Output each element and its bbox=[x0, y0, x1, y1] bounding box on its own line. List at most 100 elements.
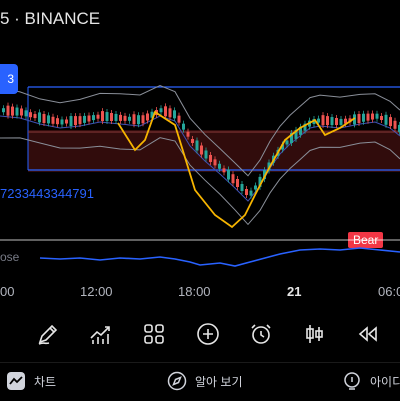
candle-body bbox=[2, 108, 5, 113]
candle-body bbox=[159, 108, 163, 113]
candle-body bbox=[258, 176, 262, 187]
bollinger-lower bbox=[0, 137, 400, 226]
candle-body bbox=[101, 111, 104, 122]
candle-body bbox=[150, 111, 154, 118]
candle-body bbox=[326, 116, 329, 126]
chart-layers bbox=[0, 85, 400, 229]
candle-body bbox=[339, 118, 343, 125]
candle-body bbox=[15, 107, 19, 116]
candle-body bbox=[317, 118, 320, 123]
indicator-id-label: 7233443344791 bbox=[0, 186, 94, 201]
candle-body bbox=[204, 150, 208, 159]
candle-body bbox=[168, 108, 172, 118]
nav-ideas-label: 아이디 bbox=[370, 374, 400, 389]
candle-body bbox=[74, 116, 77, 126]
bottom-navigation: 차트 알아 보기 아이디 bbox=[0, 362, 400, 401]
price-flag: 3 bbox=[0, 64, 18, 94]
candle-body bbox=[128, 116, 131, 121]
bollinger-upper bbox=[0, 85, 400, 177]
candle-body bbox=[245, 189, 248, 195]
candle-body bbox=[263, 170, 266, 180]
candle-body bbox=[231, 174, 235, 184]
candle-body bbox=[38, 112, 41, 123]
candle-body bbox=[92, 115, 95, 121]
candle-body bbox=[96, 114, 100, 119]
indicator-label: ose bbox=[0, 250, 20, 264]
time-label-1: 00 bbox=[0, 284, 15, 299]
candle-body bbox=[114, 113, 118, 121]
candle-body bbox=[398, 124, 400, 132]
candle-body bbox=[47, 115, 50, 124]
alarm-icon[interactable] bbox=[245, 318, 277, 350]
candle-body bbox=[60, 119, 64, 125]
lightbulb-icon bbox=[342, 371, 362, 391]
rewind-icon[interactable] bbox=[352, 318, 384, 350]
candle-body bbox=[195, 140, 199, 151]
candle-body bbox=[65, 119, 68, 124]
drawing-toolbar bbox=[0, 306, 400, 362]
candle-body bbox=[240, 184, 244, 191]
candle-body bbox=[87, 115, 91, 122]
time-label-5: 06:0 bbox=[378, 284, 400, 299]
nav-explore[interactable]: 알아 보기 bbox=[167, 371, 243, 391]
candle-body bbox=[344, 118, 347, 124]
plus-circle-icon[interactable] bbox=[192, 318, 224, 350]
candle-body bbox=[173, 110, 176, 119]
candle-body bbox=[299, 126, 302, 135]
compass-icon bbox=[167, 371, 187, 391]
candle-body bbox=[42, 114, 46, 123]
oscillator-line bbox=[39, 247, 400, 267]
nav-chart[interactable]: 차트 bbox=[6, 371, 56, 391]
candle-body bbox=[384, 114, 388, 125]
time-label-4: 21 bbox=[287, 284, 302, 299]
candle-body bbox=[69, 116, 73, 127]
candle-body bbox=[123, 115, 127, 121]
candle-body bbox=[393, 120, 397, 129]
zigzag-line bbox=[117, 110, 356, 229]
candle-body bbox=[146, 113, 149, 121]
candle-body bbox=[186, 131, 190, 137]
symbol-title[interactable]: 5 · BINANCE bbox=[0, 9, 101, 28]
pencil-icon[interactable] bbox=[32, 318, 64, 350]
candle-body bbox=[222, 168, 226, 173]
candle-body bbox=[218, 163, 221, 169]
candle-body bbox=[389, 117, 392, 127]
candle-body bbox=[330, 117, 334, 126]
candlestick-icon[interactable] bbox=[298, 318, 330, 350]
candle-body bbox=[249, 190, 253, 196]
chart-header: 5 · BINANCE bbox=[0, 0, 400, 40]
price-chart[interactable] bbox=[0, 40, 400, 240]
candle-body bbox=[290, 133, 293, 143]
candle-body bbox=[366, 113, 370, 121]
candle-body bbox=[51, 116, 55, 124]
candle-body bbox=[191, 139, 194, 143]
candle-body bbox=[141, 115, 145, 124]
nav-explore-label: 알아 보기 bbox=[195, 374, 243, 389]
candle-body bbox=[105, 112, 109, 122]
candle-body bbox=[209, 154, 212, 162]
candle-body bbox=[164, 106, 167, 117]
chart-up-icon[interactable] bbox=[85, 318, 117, 350]
chart-canvas[interactable] bbox=[0, 40, 400, 240]
candle-body bbox=[281, 144, 284, 150]
candle-body bbox=[200, 145, 203, 155]
candle-body bbox=[380, 116, 383, 120]
candle-body bbox=[56, 118, 59, 125]
candle-body bbox=[335, 118, 338, 125]
candle-body bbox=[132, 114, 136, 125]
chart-tab-icon bbox=[6, 371, 26, 391]
nav-chart-label: 차트 bbox=[34, 374, 57, 389]
candle-body bbox=[227, 169, 230, 180]
candle-body bbox=[24, 110, 28, 117]
nav-ideas[interactable]: 아이디 bbox=[342, 371, 400, 391]
moving-average bbox=[0, 115, 400, 202]
candle-body bbox=[182, 123, 185, 130]
candle-body bbox=[6, 105, 10, 116]
candle-body bbox=[303, 123, 307, 131]
candle-body bbox=[177, 115, 181, 123]
time-axis[interactable]: 00 12:00 18:00 21 06:0 bbox=[0, 276, 400, 304]
candle-body bbox=[213, 159, 217, 166]
grid-icon[interactable] bbox=[138, 318, 170, 350]
candle-body bbox=[375, 113, 379, 119]
candle-body bbox=[83, 115, 86, 123]
